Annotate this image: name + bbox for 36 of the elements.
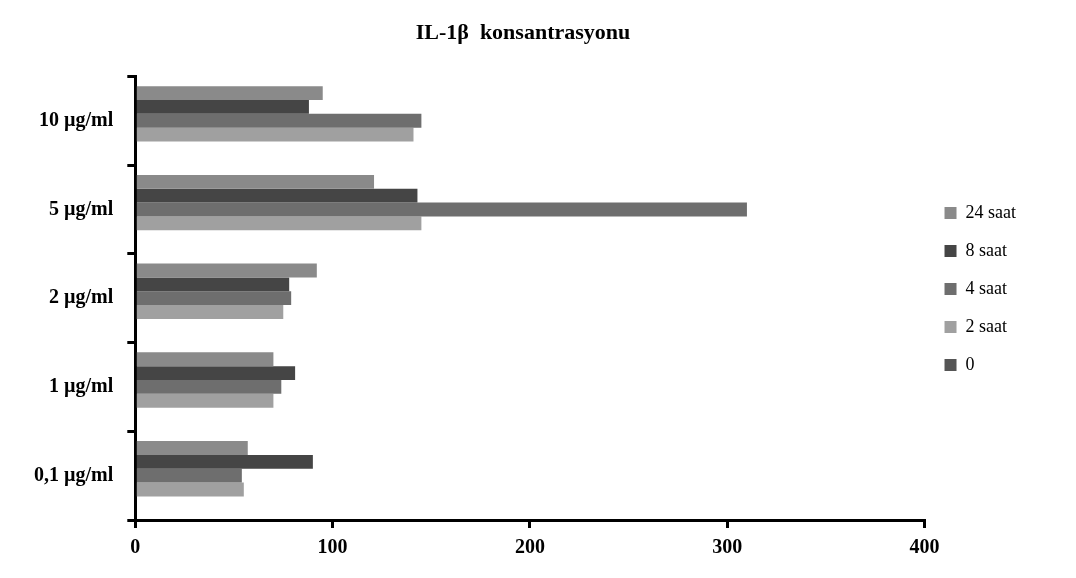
- bar: [136, 263, 317, 278]
- bar: [136, 468, 242, 483]
- bar: [136, 393, 274, 408]
- bar: [136, 380, 282, 394]
- x-tick-label: 0: [130, 535, 141, 558]
- legend-label: 4 saat: [965, 277, 1007, 298]
- y-tick-label: 0,1 µg/ml: [34, 462, 114, 486]
- bar: [136, 454, 313, 469]
- bar: [136, 86, 323, 100]
- bar: [136, 277, 290, 292]
- bar: [136, 202, 747, 217]
- x-tick-label: 400: [909, 535, 940, 558]
- x-tick-label: 200: [514, 535, 545, 558]
- bar: [136, 216, 422, 231]
- bar: [136, 113, 422, 128]
- legend-label: 2 saat: [965, 315, 1007, 336]
- x-tick-label: 300: [712, 535, 743, 558]
- bar: [136, 482, 244, 497]
- bar: [136, 305, 284, 319]
- legend-label: 8 saat: [965, 239, 1007, 260]
- x-tick-label: 100: [317, 535, 348, 558]
- bar: [136, 352, 274, 367]
- y-tick-label: 2 µg/ml: [49, 285, 114, 309]
- y-tick-label: 1 µg/ml: [49, 374, 114, 398]
- y-tick-label: 5 µg/ml: [49, 196, 114, 220]
- legend-label: 24 saat: [965, 201, 1016, 222]
- bar: [136, 174, 375, 189]
- bar: [136, 188, 418, 203]
- bar: [136, 100, 309, 114]
- bar: [136, 291, 292, 306]
- bar: [136, 366, 296, 380]
- bar: [136, 127, 414, 142]
- bar: [136, 441, 248, 455]
- chart-title: IL-1β konsantrasyonu: [415, 18, 631, 44]
- legend-label: 0: [965, 353, 975, 374]
- y-tick-label: 10 µg/ml: [39, 107, 114, 131]
